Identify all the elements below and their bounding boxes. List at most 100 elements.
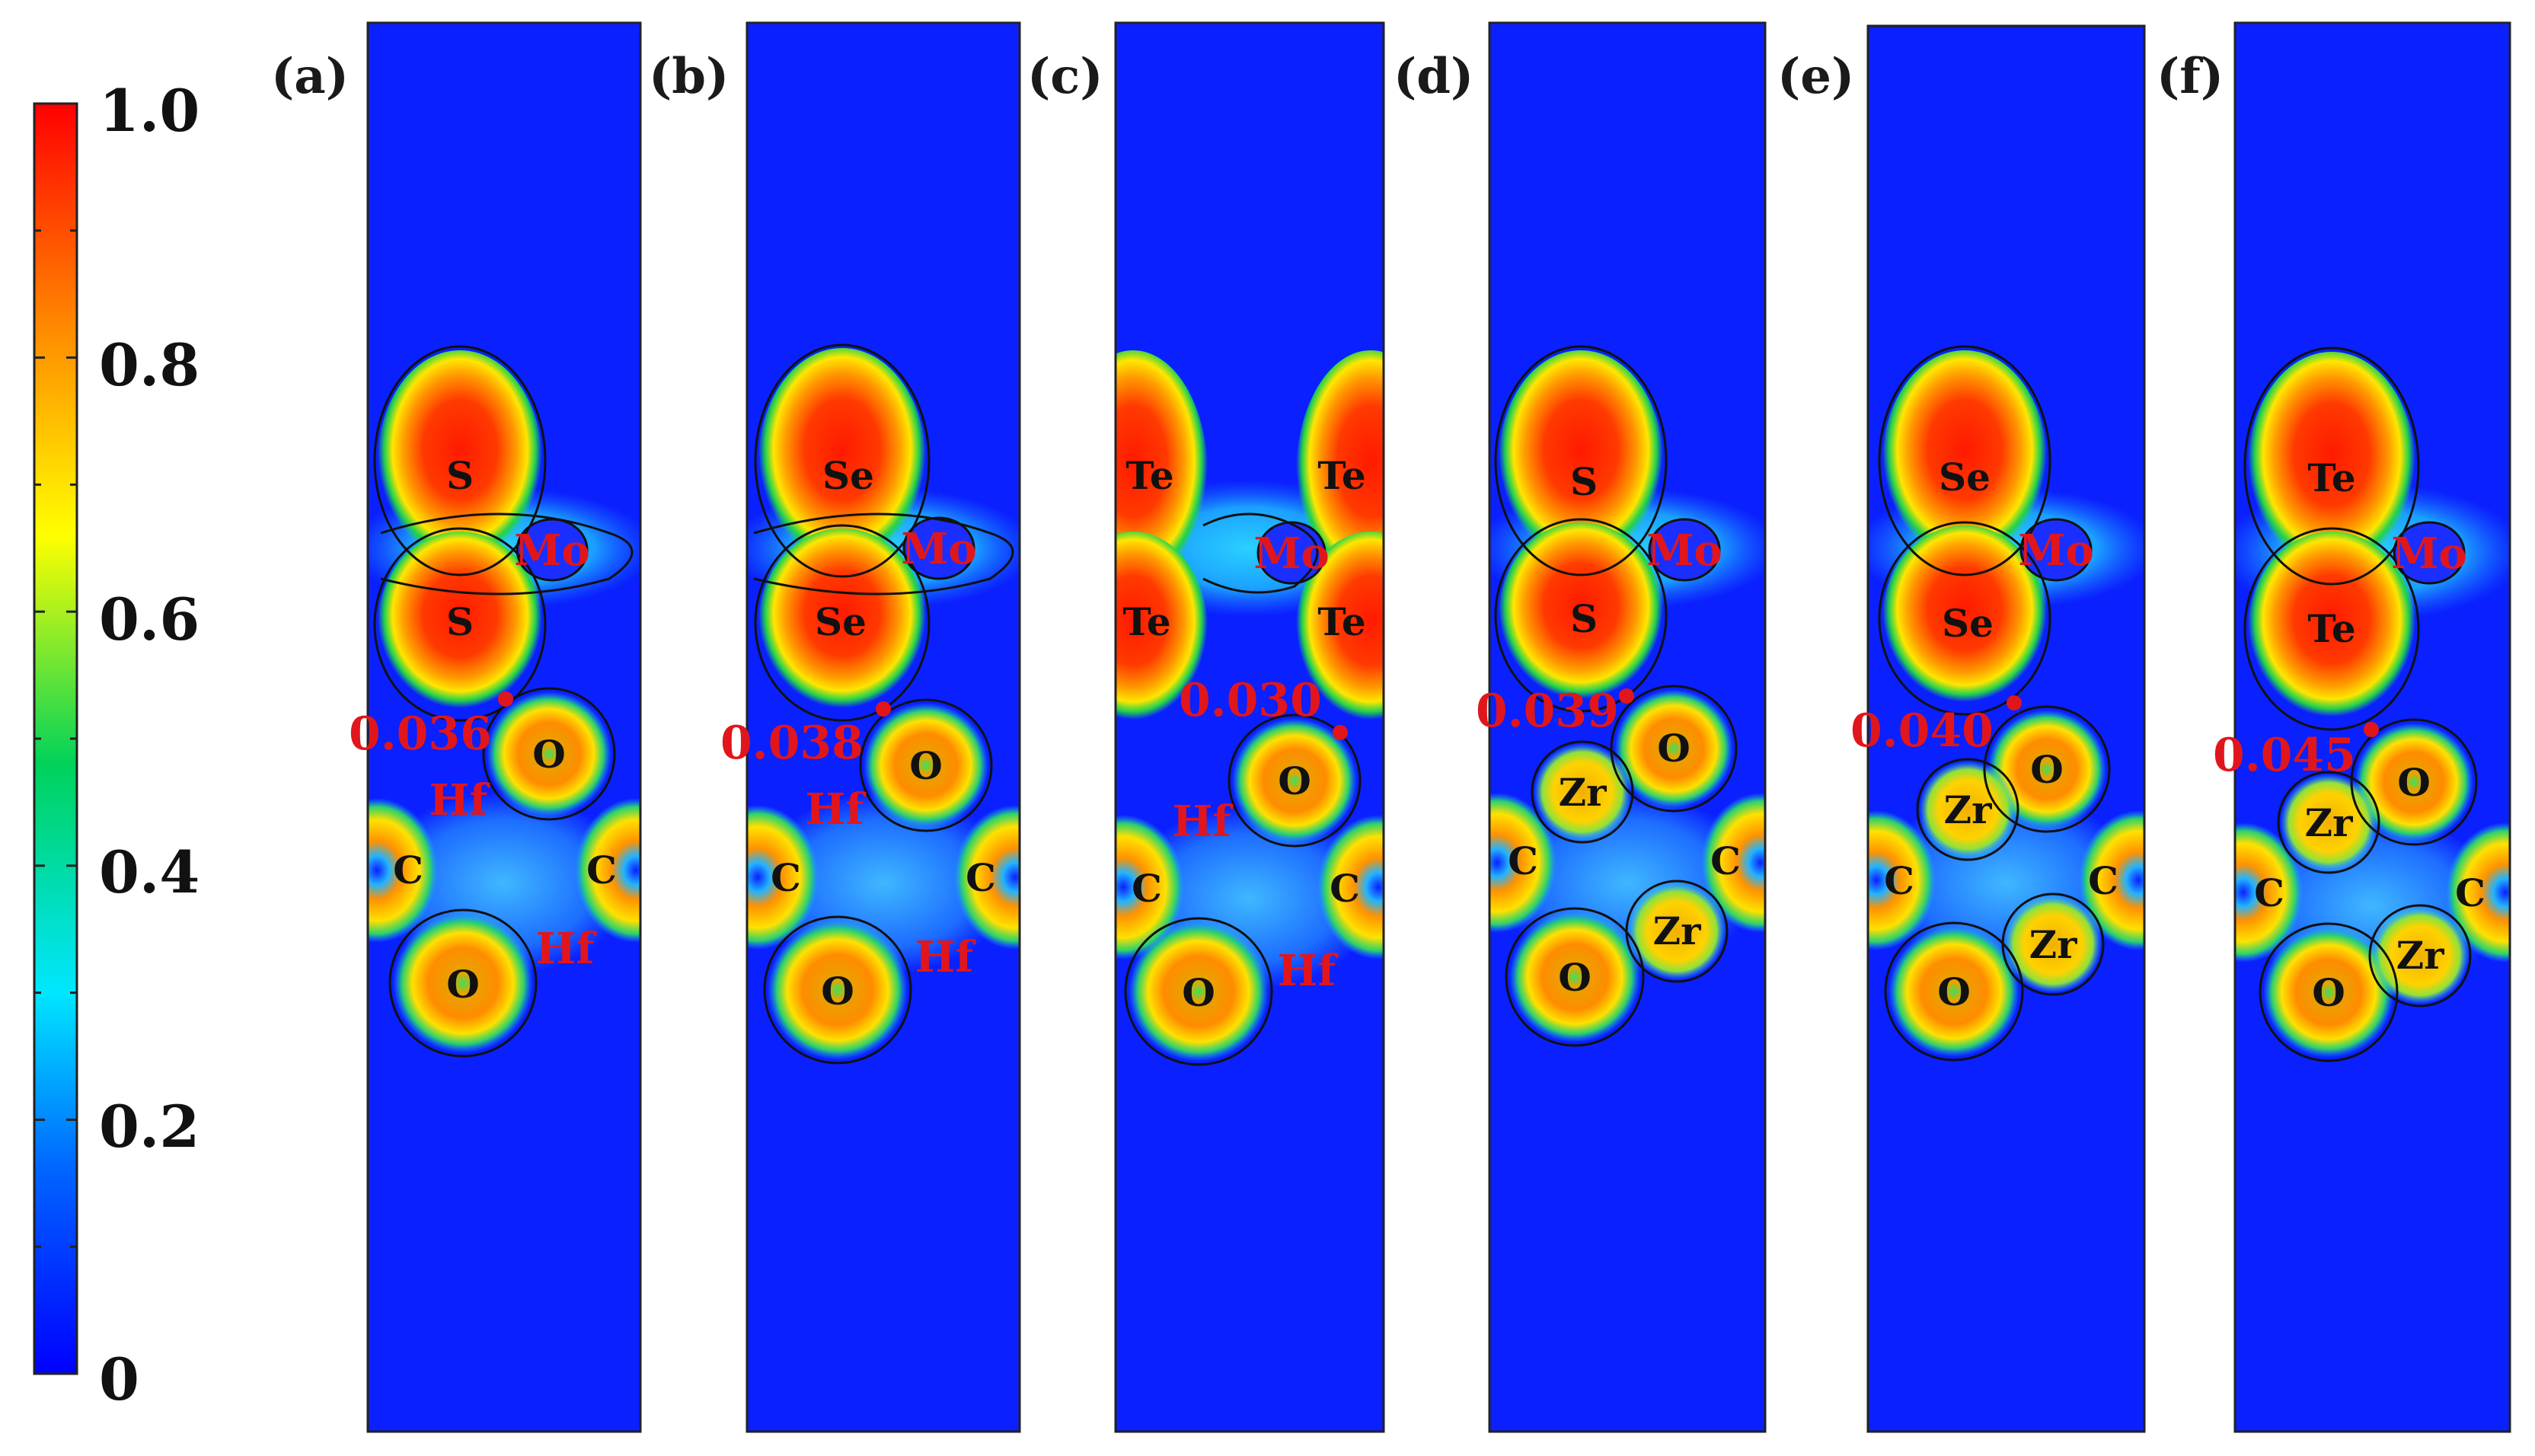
- mo-site: [1256, 521, 1327, 585]
- bond-critical-point-marker: [876, 701, 891, 717]
- carbon-right-site: [954, 805, 1020, 950]
- carbon-right-site: [1701, 793, 1765, 933]
- atom-label-carbon-right: C: [586, 848, 617, 892]
- atom-label-chalcogen-right-bottom: Te: [1317, 599, 1365, 644]
- elf-value-label: 0.045: [2213, 729, 2356, 782]
- contour-line: [1983, 705, 2111, 833]
- panel-frame: [1866, 24, 2146, 1433]
- atom-label-carbon-right: C: [2455, 870, 2486, 915]
- atom-label-oxygen-bottom: O: [821, 969, 854, 1014]
- bond-critical-point-marker: [1619, 688, 1634, 704]
- contour-line: [1494, 345, 1668, 576]
- elf-map: [1489, 23, 1765, 1432]
- panel-e: (e) Se Se Mo O O Zr Zr C: [1777, 24, 2146, 1433]
- colorbar-tick-label: 0.2: [99, 1093, 200, 1161]
- atom-label-oxygen-bottom: O: [1182, 970, 1215, 1015]
- elf-value-label: 0.040: [1850, 704, 1994, 758]
- chalcogen-bottom-lobe: [1499, 522, 1663, 708]
- atom-label-mo: Mo: [2391, 528, 2466, 579]
- atom-label-chalcogen-bottom: Se: [1942, 601, 1994, 646]
- contour-line: [482, 687, 616, 821]
- contour-line: [2243, 527, 2420, 731]
- atom-label-metal-bottom: Zr: [1653, 908, 1701, 953]
- contour-line: [1531, 740, 1634, 844]
- chalcogen-bottom-lobe: [1882, 525, 2047, 711]
- atom-label-chalcogen-bottom: S: [1570, 596, 1598, 641]
- colorbar-tick-label: 0: [99, 1346, 139, 1413]
- panel-frame: [2233, 21, 2511, 1433]
- atom-label-metal-top: Hf: [1173, 797, 1234, 847]
- chalcogen-top-lobe: [1499, 350, 1663, 571]
- panel-frame: [745, 21, 1021, 1433]
- panel-f: (f) Te Te Mo O O Zr Zr C: [2157, 21, 2511, 1433]
- atom-label-metal-bottom: Zr: [2029, 922, 2077, 967]
- atom-label-chalcogen-top: Se: [822, 453, 874, 498]
- oxygen-top-site: [1614, 689, 1733, 808]
- panel-letter: (e): [1777, 48, 1854, 105]
- atom-label-mo: Mo: [514, 525, 589, 576]
- oxygen-bottom-site: [393, 913, 533, 1053]
- contour-line: [2350, 718, 2478, 846]
- atom-label-carbon-left: C: [1132, 866, 1162, 911]
- atom-label-oxygen-top: O: [2030, 747, 2064, 792]
- chalcogen-top-lobe: [2248, 352, 2415, 580]
- contour-line: [1202, 512, 1319, 594]
- atom-label-chalcogen-top: S: [1570, 459, 1598, 504]
- zr-top-site: [1534, 743, 1631, 841]
- contour-line: [754, 343, 931, 578]
- panel-a: (a) S S Mo O O C C Hf Hf 0.036: [271, 21, 642, 1433]
- oxygen-bottom-site: [1509, 912, 1640, 1043]
- colorbar-ticks: [34, 102, 77, 1375]
- chalcogen-bottom-lobe: [378, 532, 542, 717]
- contour-line: [753, 512, 1014, 595]
- atom-label-oxygen-top: O: [1657, 726, 1691, 771]
- atom-label-carbon-left: C: [2254, 870, 2284, 915]
- atom-label-carbon-right: C: [1330, 866, 1360, 911]
- oxygen-top-site: [864, 703, 988, 828]
- atom-label-oxygen-bottom: O: [446, 962, 480, 1007]
- elf-value-label: 0.039: [1476, 685, 1619, 738]
- chalcogen-left-bottom-lobe: [1116, 532, 1208, 730]
- atom-label-metal-top: Hf: [806, 784, 867, 835]
- zr-bottom-site: [2004, 896, 2102, 993]
- contour-line: [1494, 518, 1668, 713]
- elf-map: [368, 23, 640, 1432]
- atom-label-metal-top: Hf: [429, 775, 491, 825]
- contour-line: [2259, 922, 2399, 1062]
- carbon-left-site: [368, 798, 438, 943]
- atom-label-oxygen-bottom: O: [2312, 970, 2345, 1015]
- oxygen-bottom-site: [768, 920, 908, 1060]
- elf-map: [1868, 26, 2144, 1432]
- contour-line: [380, 512, 634, 595]
- atom-label-chalcogen-bottom: Se: [815, 599, 867, 644]
- panel-letter: (c): [1027, 48, 1103, 105]
- atom-label-chalcogen-top: S: [446, 453, 474, 498]
- mo-site: [2393, 521, 2466, 585]
- chalcogen-bottom-lobe: [2248, 532, 2415, 726]
- contour-line: [2368, 904, 2472, 1007]
- atom-label-carbon-left: C: [771, 855, 801, 900]
- zr-bottom-site: [1628, 883, 1726, 980]
- atom-label-mo: Mo: [1253, 528, 1329, 579]
- colorbar-tick-label: 1.0: [99, 77, 200, 145]
- atom-label-chalcogen-left-bottom: Te: [1122, 599, 1170, 644]
- atom-label-chalcogen-right-top: Te: [1317, 453, 1365, 498]
- elf-map: [747, 23, 1020, 1432]
- oxygen-top-site: [2355, 723, 2473, 841]
- atom-label-metal-bottom: Hf: [1278, 946, 1339, 996]
- elf-value-label: 0.030: [1179, 674, 1322, 727]
- atom-label-chalcogen-bottom: Te: [2307, 606, 2355, 651]
- contour-line: [763, 915, 912, 1065]
- contour-line: [754, 524, 931, 722]
- atom-label-metal-top: Zr: [1559, 770, 1607, 815]
- carbon-right-site: [575, 798, 640, 943]
- mo-site: [902, 516, 975, 580]
- contour-line: [1505, 907, 1645, 1047]
- atom-label-oxygen-bottom: O: [1558, 955, 1592, 1000]
- elf-value-label: 0.038: [720, 717, 864, 770]
- atom-label-mo: Mo: [2018, 525, 2093, 576]
- bond-critical-point-marker: [1333, 725, 1348, 740]
- contour-line: [1610, 685, 1738, 813]
- oxygen-bottom-site: [2263, 927, 2394, 1058]
